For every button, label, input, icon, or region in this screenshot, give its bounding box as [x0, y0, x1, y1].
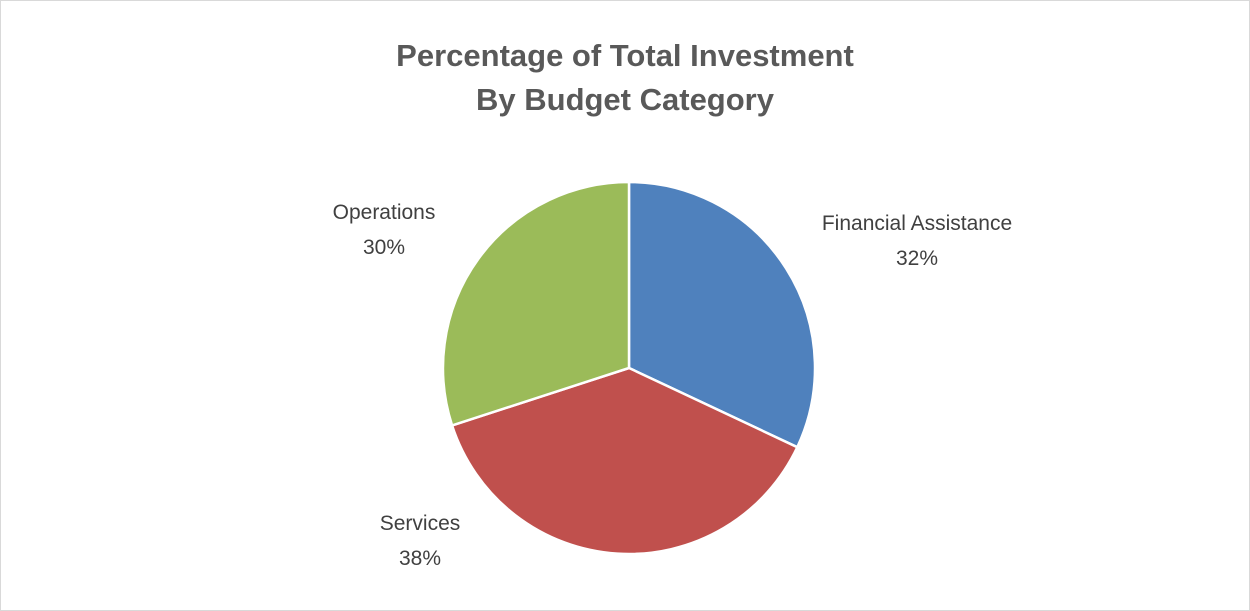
slice-label-services: Services: [380, 512, 461, 535]
pie-slice-operations: [441, 180, 631, 427]
pie-slice-financial-assistance: [627, 180, 817, 449]
pie-slice-services: [450, 366, 799, 556]
slice-value-services: 38%: [399, 547, 441, 570]
slice-value-financial-assistance: 32%: [896, 247, 938, 270]
chart-title-line-2: By Budget Category: [476, 82, 774, 117]
pie-data-labels: Financial Assistance 32% Services 38% Op…: [333, 201, 1013, 570]
slice-label-operations: Operations: [333, 201, 436, 224]
chart-title: Percentage of Total Investment By Budget…: [0, 34, 1250, 122]
slice-label-financial-assistance: Financial Assistance: [822, 212, 1012, 235]
pie-slices: [441, 180, 817, 556]
chart-title-line-1: Percentage of Total Investment: [396, 38, 854, 73]
slice-value-operations: 30%: [363, 236, 405, 259]
